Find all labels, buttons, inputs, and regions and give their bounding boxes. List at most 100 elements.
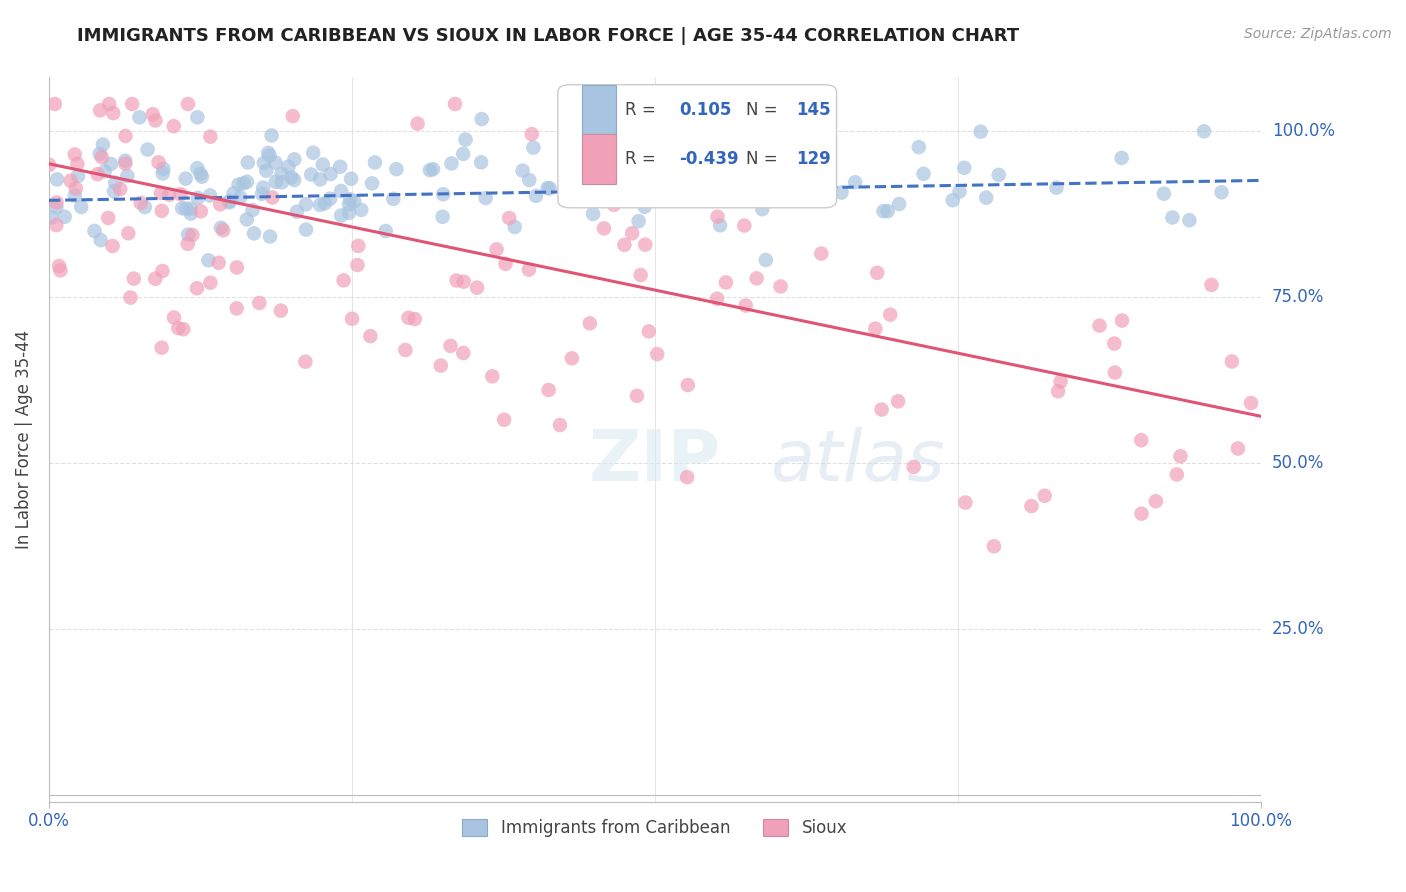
Point [1226,442,1249,456]
Point [382,192,405,206]
Point [172,201,194,215]
Point [157,187,180,202]
Point [593,221,616,235]
Point [1240,396,1263,410]
Point [872,204,894,219]
Point [350,202,373,217]
Point [260,128,283,143]
Point [517,173,540,187]
Point [270,167,292,181]
Point [97,211,120,225]
Point [582,207,605,221]
Point [136,143,159,157]
Point [780,161,803,175]
Point [394,343,416,357]
Point [114,156,136,170]
Point [191,169,214,184]
Point [225,301,247,316]
Point [167,321,190,335]
Point [912,167,935,181]
Point [177,236,200,251]
Point [280,170,302,185]
Point [187,191,209,205]
Point [385,162,408,177]
Point [942,194,965,208]
Point [236,155,259,169]
Point [432,187,454,202]
Point [876,204,898,219]
Text: R =: R = [624,150,661,168]
Point [1104,336,1126,351]
Point [955,495,977,509]
Point [485,242,508,256]
Point [254,163,277,178]
Point [1144,494,1167,508]
Point [314,196,336,211]
Point [128,111,150,125]
Point [309,172,332,186]
Point [613,238,636,252]
Point [38,158,60,172]
Point [810,246,832,260]
Point [65,181,87,195]
Point [887,197,910,211]
Text: 129: 129 [797,150,831,168]
Point [262,190,284,204]
Point [755,252,778,267]
Text: 50.0%: 50.0% [1272,454,1324,472]
Point [446,273,468,287]
Point [250,186,273,201]
Point [538,181,561,195]
Point [494,413,516,427]
Point [969,125,991,139]
Point [633,200,655,214]
Point [554,186,576,201]
Point [252,180,274,194]
Point [983,539,1005,553]
Point [319,192,342,206]
Point [91,137,114,152]
Point [229,190,252,204]
Point [481,369,503,384]
Point [439,339,461,353]
Point [332,273,354,287]
Point [520,127,543,141]
Point [212,223,235,237]
Point [45,200,67,214]
Point [45,195,67,210]
Point [432,210,454,224]
Point [302,145,325,160]
Point [422,162,444,177]
Point [340,171,363,186]
Point [285,204,308,219]
Text: IMMIGRANTS FROM CARIBBEAN VS SIOUX IN LABOR FORCE | AGE 35-44 CORRELATION CHART: IMMIGRANTS FROM CARIBBEAN VS SIOUX IN LA… [77,27,1019,45]
Point [225,260,247,275]
Point [734,299,756,313]
Point [1130,507,1153,521]
Point [277,160,299,174]
Text: Source: ZipAtlas.com: Source: ZipAtlas.com [1244,27,1392,41]
Point [682,148,704,162]
Point [190,204,212,219]
Point [117,227,139,241]
Point [330,184,353,198]
Point [1130,433,1153,447]
Point [879,308,901,322]
Point [222,186,245,201]
Point [844,175,866,189]
Point [330,209,353,223]
Point [626,389,648,403]
Text: ZIP: ZIP [589,426,721,496]
Point [745,271,768,285]
Point [627,214,650,228]
Point [228,178,250,192]
Point [177,227,200,242]
Point [49,263,72,277]
Point [830,186,852,200]
FancyBboxPatch shape [582,134,616,185]
Point [174,202,197,216]
Point [163,119,186,133]
Point [522,141,544,155]
Text: 25.0%: 25.0% [1272,620,1324,638]
Point [731,191,754,205]
